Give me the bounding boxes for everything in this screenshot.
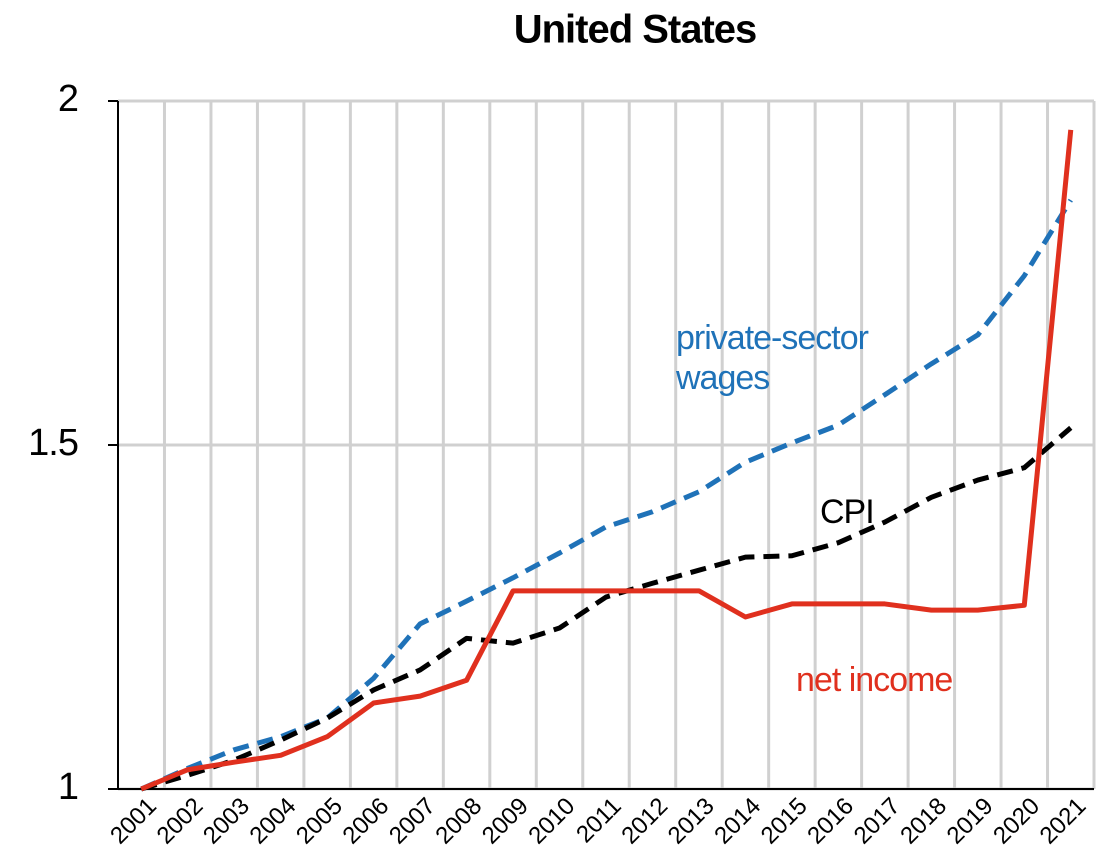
x-tick-label: 2011: [571, 793, 627, 849]
x-tick-label: 2004: [245, 793, 302, 850]
x-tick-label: 2018: [895, 793, 952, 850]
x-tick-label: 2005: [291, 793, 348, 850]
chart-title: United States: [514, 8, 757, 52]
series-label-box: CPI: [820, 493, 875, 531]
x-tick-label: 2015: [756, 793, 813, 850]
x-tick-label: 2008: [430, 793, 487, 850]
y-tick-label: 1.5: [28, 422, 78, 464]
series-label: CPI: [820, 493, 875, 531]
x-tick-label: 2009: [477, 793, 534, 850]
series-label-box: private-sector wages: [676, 319, 869, 397]
x-tick-label: 2010: [523, 793, 580, 850]
y-tick-label: 2: [58, 78, 78, 120]
x-tick-label: 2013: [663, 793, 720, 850]
x-tick-label: 2020: [988, 793, 1045, 850]
x-tick-label: 2003: [198, 793, 255, 850]
x-tick-label: 2006: [338, 793, 395, 850]
series-label-box: net income: [796, 661, 953, 699]
x-tick-label: 2002: [152, 793, 209, 850]
x-tick-label: 2016: [802, 793, 859, 850]
series-line: [140, 198, 1073, 792]
x-tick-label: 2019: [942, 793, 999, 850]
x-tick-label: 2021: [1035, 793, 1092, 850]
x-tick-label: 2001: [105, 793, 162, 850]
x-tick-label: 2007: [384, 793, 441, 850]
x-tick-label: 2012: [616, 793, 673, 850]
y-tick-label: 1: [58, 766, 78, 808]
series-label: private-sector wages: [676, 319, 869, 397]
series-line: [140, 129, 1074, 792]
series-label: net income: [796, 661, 953, 699]
x-tick-label: 2017: [849, 793, 906, 850]
series-line: [140, 425, 1073, 792]
x-tick-label: 2014: [709, 793, 766, 850]
